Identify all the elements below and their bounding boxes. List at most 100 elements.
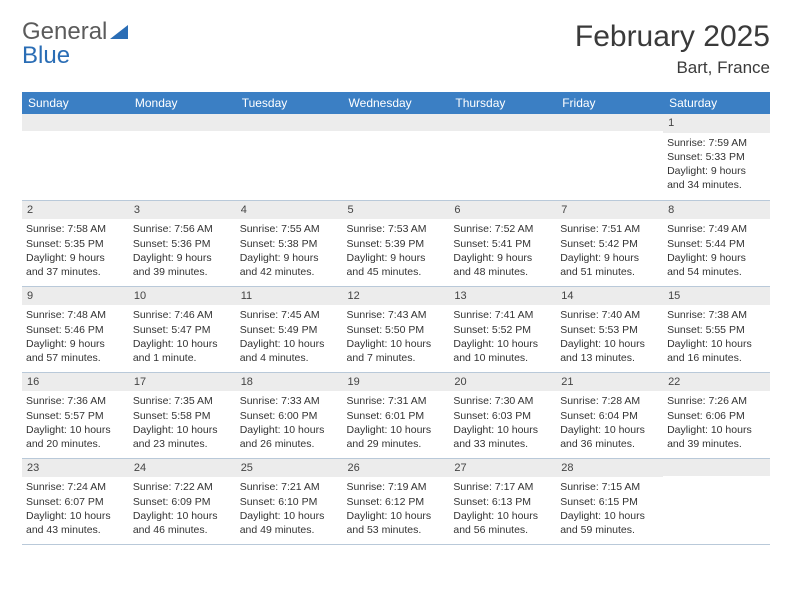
empty-day-number bbox=[129, 114, 236, 131]
calendar-week-row: 1Sunrise: 7:59 AMSunset: 5:33 PMDaylight… bbox=[22, 114, 770, 200]
sunrise-line: Sunrise: 7:33 AM bbox=[240, 394, 339, 408]
day-details: Sunrise: 7:51 AMSunset: 5:42 PMDaylight:… bbox=[556, 219, 663, 281]
sunset-line: Sunset: 6:00 PM bbox=[240, 409, 339, 423]
calendar-empty-cell bbox=[236, 114, 343, 200]
day-number: 24 bbox=[129, 459, 236, 478]
day-details: Sunrise: 7:45 AMSunset: 5:49 PMDaylight:… bbox=[236, 305, 343, 367]
sunrise-line: Sunrise: 7:45 AM bbox=[240, 308, 339, 322]
sunrise-line: Sunrise: 7:30 AM bbox=[453, 394, 552, 408]
day-number: 17 bbox=[129, 373, 236, 392]
brand-text-2: Blue bbox=[22, 42, 70, 69]
sunrise-line: Sunrise: 7:59 AM bbox=[667, 136, 766, 150]
sunrise-line: Sunrise: 7:38 AM bbox=[667, 308, 766, 322]
sunset-line: Sunset: 6:09 PM bbox=[133, 495, 232, 509]
calendar-day-cell: 22Sunrise: 7:26 AMSunset: 6:06 PMDayligh… bbox=[663, 372, 770, 458]
daylight-line: Daylight: 9 hours and 39 minutes. bbox=[133, 251, 232, 279]
daylight-line: Daylight: 10 hours and 16 minutes. bbox=[667, 337, 766, 365]
sunset-line: Sunset: 5:46 PM bbox=[26, 323, 125, 337]
day-details: Sunrise: 7:43 AMSunset: 5:50 PMDaylight:… bbox=[343, 305, 450, 367]
day-number: 7 bbox=[556, 201, 663, 220]
day-number: 5 bbox=[343, 201, 450, 220]
sunset-line: Sunset: 5:35 PM bbox=[26, 237, 125, 251]
empty-day-number bbox=[556, 114, 663, 131]
calendar-week-row: 9Sunrise: 7:48 AMSunset: 5:46 PMDaylight… bbox=[22, 286, 770, 372]
calendar-day-cell: 4Sunrise: 7:55 AMSunset: 5:38 PMDaylight… bbox=[236, 200, 343, 286]
sunset-line: Sunset: 6:03 PM bbox=[453, 409, 552, 423]
sunset-line: Sunset: 6:04 PM bbox=[560, 409, 659, 423]
day-number: 3 bbox=[129, 201, 236, 220]
daylight-line: Daylight: 10 hours and 36 minutes. bbox=[560, 423, 659, 451]
daylight-line: Daylight: 9 hours and 54 minutes. bbox=[667, 251, 766, 279]
day-number: 1 bbox=[663, 114, 770, 133]
calendar-week-row: 2Sunrise: 7:58 AMSunset: 5:35 PMDaylight… bbox=[22, 200, 770, 286]
weekday-header: Tuesday bbox=[236, 92, 343, 114]
daylight-line: Daylight: 10 hours and 39 minutes. bbox=[667, 423, 766, 451]
calendar-table: SundayMondayTuesdayWednesdayThursdayFrid… bbox=[22, 92, 770, 545]
day-number: 16 bbox=[22, 373, 129, 392]
day-details: Sunrise: 7:26 AMSunset: 6:06 PMDaylight:… bbox=[663, 391, 770, 453]
day-details: Sunrise: 7:15 AMSunset: 6:15 PMDaylight:… bbox=[556, 477, 663, 539]
daylight-line: Daylight: 9 hours and 57 minutes. bbox=[26, 337, 125, 365]
daylight-line: Daylight: 10 hours and 53 minutes. bbox=[347, 509, 446, 537]
sunrise-line: Sunrise: 7:22 AM bbox=[133, 480, 232, 494]
sunrise-line: Sunrise: 7:24 AM bbox=[26, 480, 125, 494]
brand-text-1: General bbox=[22, 18, 107, 45]
sunset-line: Sunset: 6:12 PM bbox=[347, 495, 446, 509]
sunset-line: Sunset: 5:57 PM bbox=[26, 409, 125, 423]
calendar-day-cell: 8Sunrise: 7:49 AMSunset: 5:44 PMDaylight… bbox=[663, 200, 770, 286]
calendar-empty-cell bbox=[22, 114, 129, 200]
calendar-day-cell: 17Sunrise: 7:35 AMSunset: 5:58 PMDayligh… bbox=[129, 372, 236, 458]
day-details: Sunrise: 7:36 AMSunset: 5:57 PMDaylight:… bbox=[22, 391, 129, 453]
sunset-line: Sunset: 5:38 PM bbox=[240, 237, 339, 251]
sunrise-line: Sunrise: 7:56 AM bbox=[133, 222, 232, 236]
sunset-line: Sunset: 5:36 PM bbox=[133, 237, 232, 251]
day-number: 27 bbox=[449, 459, 556, 478]
day-number: 25 bbox=[236, 459, 343, 478]
sunrise-line: Sunrise: 7:17 AM bbox=[453, 480, 552, 494]
day-details: Sunrise: 7:22 AMSunset: 6:09 PMDaylight:… bbox=[129, 477, 236, 539]
day-details: Sunrise: 7:17 AMSunset: 6:13 PMDaylight:… bbox=[449, 477, 556, 539]
calendar-day-cell: 26Sunrise: 7:19 AMSunset: 6:12 PMDayligh… bbox=[343, 458, 450, 544]
day-details: Sunrise: 7:33 AMSunset: 6:00 PMDaylight:… bbox=[236, 391, 343, 453]
sunrise-line: Sunrise: 7:43 AM bbox=[347, 308, 446, 322]
day-number: 22 bbox=[663, 373, 770, 392]
title-block: February 2025 Bart, France bbox=[575, 20, 770, 78]
day-number: 13 bbox=[449, 287, 556, 306]
day-number: 11 bbox=[236, 287, 343, 306]
day-details: Sunrise: 7:19 AMSunset: 6:12 PMDaylight:… bbox=[343, 477, 450, 539]
daylight-line: Daylight: 10 hours and 1 minute. bbox=[133, 337, 232, 365]
brand-triangle-icon bbox=[110, 20, 128, 44]
daylight-line: Daylight: 10 hours and 49 minutes. bbox=[240, 509, 339, 537]
sunset-line: Sunset: 5:49 PM bbox=[240, 323, 339, 337]
sunset-line: Sunset: 5:44 PM bbox=[667, 237, 766, 251]
daylight-line: Daylight: 10 hours and 20 minutes. bbox=[26, 423, 125, 451]
sunrise-line: Sunrise: 7:51 AM bbox=[560, 222, 659, 236]
empty-day-number bbox=[343, 114, 450, 131]
day-details: Sunrise: 7:31 AMSunset: 6:01 PMDaylight:… bbox=[343, 391, 450, 453]
day-details: Sunrise: 7:53 AMSunset: 5:39 PMDaylight:… bbox=[343, 219, 450, 281]
daylight-line: Daylight: 10 hours and 26 minutes. bbox=[240, 423, 339, 451]
sunset-line: Sunset: 5:41 PM bbox=[453, 237, 552, 251]
daylight-line: Daylight: 9 hours and 37 minutes. bbox=[26, 251, 125, 279]
sunrise-line: Sunrise: 7:19 AM bbox=[347, 480, 446, 494]
day-number: 21 bbox=[556, 373, 663, 392]
sunset-line: Sunset: 6:15 PM bbox=[560, 495, 659, 509]
daylight-line: Daylight: 10 hours and 59 minutes. bbox=[560, 509, 659, 537]
sunset-line: Sunset: 5:53 PM bbox=[560, 323, 659, 337]
sunset-line: Sunset: 6:13 PM bbox=[453, 495, 552, 509]
sunrise-line: Sunrise: 7:55 AM bbox=[240, 222, 339, 236]
sunrise-line: Sunrise: 7:58 AM bbox=[26, 222, 125, 236]
sunset-line: Sunset: 5:52 PM bbox=[453, 323, 552, 337]
weekday-header: Monday bbox=[129, 92, 236, 114]
day-number: 2 bbox=[22, 201, 129, 220]
page-title: February 2025 bbox=[575, 20, 770, 54]
day-number: 14 bbox=[556, 287, 663, 306]
calendar-empty-cell bbox=[129, 114, 236, 200]
day-number: 20 bbox=[449, 373, 556, 392]
day-details: Sunrise: 7:59 AMSunset: 5:33 PMDaylight:… bbox=[663, 133, 770, 195]
day-details: Sunrise: 7:40 AMSunset: 5:53 PMDaylight:… bbox=[556, 305, 663, 367]
day-number: 18 bbox=[236, 373, 343, 392]
calendar-day-cell: 3 Sunrise: 7:56 AMSunset: 5:36 PMDaylight… bbox=[129, 200, 236, 286]
calendar-day-cell: 7Sunrise: 7:51 AMSunset: 5:42 PMDaylight… bbox=[556, 200, 663, 286]
daylight-line: Daylight: 10 hours and 13 minutes. bbox=[560, 337, 659, 365]
